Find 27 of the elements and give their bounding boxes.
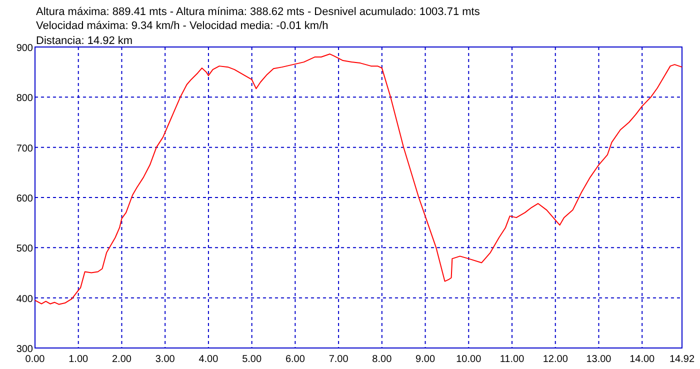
x-tick-label: 8.00	[372, 354, 392, 365]
annotation: Distancia: 14.92 km	[36, 35, 133, 47]
x-tick-label: 5.00	[242, 354, 262, 365]
x-tick-label: 12.00	[542, 354, 568, 365]
x-tick-label: 2.00	[112, 354, 132, 365]
x-tick-label: 1.00	[68, 354, 89, 365]
y-tick-label: 700	[16, 143, 34, 154]
y-tick-label: 600	[16, 194, 34, 204]
chart-title: Altura máxima: 889.41 mts - Altura mínima: 388.62 mts - Desnivel acumulado: 1003.71 mts	[36, 6, 480, 18]
chart-subtitle: Velocidad máxima: 9.34 km/h - Velocidad media: -0.01 km/h	[36, 20, 328, 32]
x-tick-label: 3.00	[155, 354, 176, 365]
y-tick-label: 900	[16, 43, 34, 54]
x-tick-label: 7.00	[328, 354, 349, 365]
x-tick-label: 6.00	[285, 354, 306, 365]
y-tick-label: 500	[16, 244, 34, 255]
y-tick-label: 300	[16, 344, 34, 355]
x-tick-label: 14.92	[669, 354, 695, 365]
x-tick-label: 9.00	[416, 354, 436, 365]
y-tick-label: 800	[16, 93, 34, 104]
x-tick-label: 13.00	[586, 354, 612, 365]
x-tick-label: 14.00	[630, 354, 656, 365]
y-tick-label: 400	[16, 294, 34, 305]
line-series	[34, 54, 682, 305]
x-tick-label: 4.00	[198, 354, 219, 365]
x-tick-label: 11.00	[500, 354, 525, 365]
x-tick-label: 10.00	[456, 354, 482, 365]
x-tick-label: 0.00	[25, 354, 46, 365]
